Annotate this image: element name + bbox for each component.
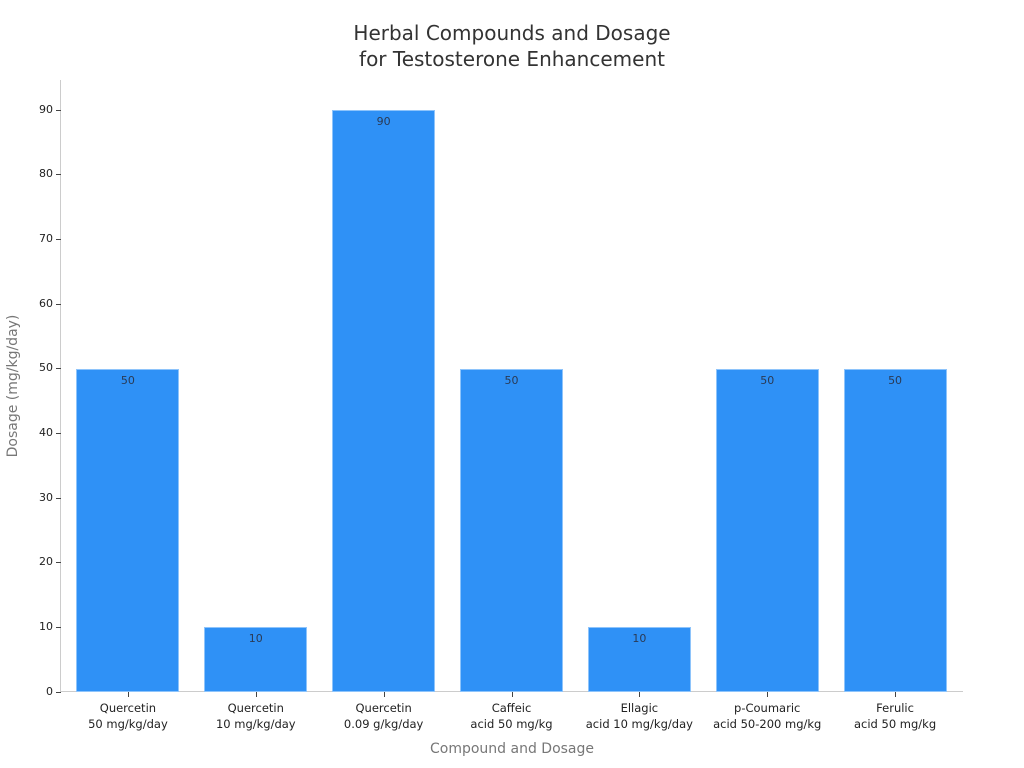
y-tick-mark [56, 174, 61, 176]
y-tick: 40 [0, 426, 61, 447]
x-tick-mark [639, 692, 640, 697]
x-tick-label: Caffeic acid 50 mg/kg [442, 700, 582, 732]
bar[interactable]: 90 [332, 110, 436, 692]
x-tick-label-line: Quercetin [99, 701, 157, 715]
x-tick-label-line: Ferulic [876, 701, 914, 715]
y-tick: 20 [0, 555, 61, 576]
chart-title-line-2: for Testosterone Enhancement [359, 47, 665, 71]
x-tick-label: Ferulic acid 50 mg/kg [825, 700, 965, 732]
y-tick-mark [56, 303, 61, 305]
x-tick-mark [767, 692, 768, 697]
bar-value-label: 50 [888, 373, 903, 387]
y-tick: 10 [0, 620, 61, 641]
y-tick-mark [56, 109, 61, 111]
y-tick: 30 [0, 491, 61, 512]
x-tick-label: Quercetin 50 mg/kg/day [58, 700, 198, 732]
x-tick-label-line: Quercetin [355, 701, 412, 715]
x-tick-label-line: 50 mg/kg/day [88, 717, 168, 731]
bar-value-label: 50 [504, 373, 519, 387]
x-tick-label: Quercetin 10 mg/kg/day [186, 700, 326, 732]
bar-value-label: 50 [760, 373, 775, 387]
y-tick-mark [56, 691, 61, 693]
bar[interactable]: 50 [460, 368, 563, 692]
x-tick-label-line: acid 50 mg/kg [853, 717, 937, 731]
x-tick-label-line: acid 50 mg/kg [470, 717, 553, 731]
y-tick-label: 10 [39, 619, 53, 633]
y-tick-label: 20 [39, 555, 53, 569]
y-tick: 70 [0, 232, 61, 253]
x-tick-mark [895, 692, 896, 697]
y-tick-mark [56, 238, 61, 240]
y-tick-mark [56, 497, 61, 499]
bar[interactable]: 50 [76, 368, 180, 692]
y-tick-mark [56, 432, 61, 434]
y-tick-mark [56, 626, 61, 628]
bar-value-label: 90 [376, 115, 391, 129]
y-tick-mark [56, 368, 61, 370]
x-tick-mark [256, 692, 257, 697]
x-tick-mark [128, 692, 129, 697]
y-tick-label: 50 [39, 361, 53, 375]
bar-value-label: 10 [248, 632, 263, 646]
x-tick-label-line: acid 50-200 mg/kg [713, 717, 822, 731]
y-tick: 0 [0, 685, 61, 706]
x-tick-label-line: 10 mg/kg/day [215, 717, 296, 731]
y-tick: 90 [0, 103, 61, 124]
x-tick-label-line: p-Coumaric [734, 701, 801, 715]
y-tick-mark [56, 562, 61, 564]
bar[interactable]: 10 [587, 627, 691, 692]
x-tick-label-line: Quercetin [227, 701, 284, 715]
x-tick-label-line: Caffeic [491, 701, 532, 715]
bar[interactable]: 50 [715, 368, 819, 692]
chart-title: Herbal Compounds and Dosage for Testoste… [0, 20, 1024, 72]
y-tick-label: 70 [39, 231, 53, 245]
x-tick-label-line: Ellagic [620, 701, 659, 715]
x-tick-label-line: 0.09 g/kg/day [343, 717, 424, 731]
y-tick-label: 0 [46, 684, 53, 698]
y-tick: 80 [0, 167, 61, 188]
x-tick-label-line: acid 10 mg/kg/day [585, 717, 693, 731]
x-axis-label: Compound and Dosage [429, 741, 595, 757]
y-tick-label: 30 [39, 490, 53, 504]
x-tick-label: p-Coumaric acid 50-200 mg/kg [697, 700, 837, 732]
y-tick-label: 80 [39, 167, 53, 181]
chart-title-line-1: Herbal Compounds and Dosage [353, 21, 671, 45]
x-tick-mark [384, 692, 385, 697]
y-tick-label: 60 [39, 296, 53, 310]
bar[interactable]: 50 [843, 368, 947, 692]
x-tick-mark [512, 692, 513, 697]
y-tick: 50 [0, 361, 61, 382]
y-tick-label: 40 [39, 425, 53, 439]
bar[interactable]: 10 [204, 627, 308, 692]
bar-value-label: 10 [632, 632, 647, 646]
y-tick-label: 90 [39, 102, 53, 116]
y-axis-line [60, 80, 61, 692]
bar-value-label: 50 [120, 373, 135, 387]
y-tick: 60 [0, 297, 61, 318]
x-tick-label: Quercetin 0.09 g/kg/day [314, 700, 454, 732]
x-tick-label: Ellagic acid 10 mg/kg/day [569, 700, 709, 732]
